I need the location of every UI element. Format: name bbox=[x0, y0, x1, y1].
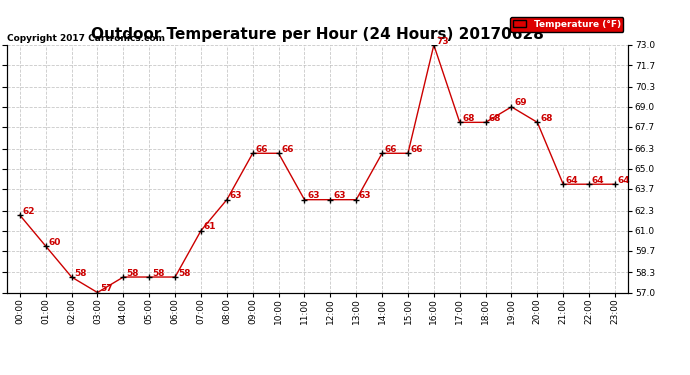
Text: 68: 68 bbox=[489, 114, 501, 123]
Text: 66: 66 bbox=[255, 145, 268, 154]
Text: 66: 66 bbox=[385, 145, 397, 154]
Text: 63: 63 bbox=[307, 191, 319, 200]
Text: 57: 57 bbox=[100, 284, 113, 293]
Text: 64: 64 bbox=[592, 176, 604, 185]
Text: 73: 73 bbox=[437, 37, 449, 46]
Text: 58: 58 bbox=[178, 268, 190, 278]
Text: 64: 64 bbox=[566, 176, 579, 185]
Text: 58: 58 bbox=[152, 268, 164, 278]
Text: 63: 63 bbox=[359, 191, 371, 200]
Text: 60: 60 bbox=[48, 238, 61, 247]
Text: 58: 58 bbox=[126, 268, 139, 278]
Text: 68: 68 bbox=[540, 114, 553, 123]
Text: 66: 66 bbox=[282, 145, 294, 154]
Text: 61: 61 bbox=[204, 222, 216, 231]
Text: 63: 63 bbox=[230, 191, 242, 200]
Text: 62: 62 bbox=[23, 207, 35, 216]
Text: 66: 66 bbox=[411, 145, 423, 154]
Legend: Temperature (°F): Temperature (°F) bbox=[510, 17, 623, 32]
Text: 63: 63 bbox=[333, 191, 346, 200]
Text: 68: 68 bbox=[462, 114, 475, 123]
Text: 69: 69 bbox=[514, 99, 527, 108]
Title: Outdoor Temperature per Hour (24 Hours) 20170628: Outdoor Temperature per Hour (24 Hours) … bbox=[91, 27, 544, 42]
Text: Copyright 2017 Cartronics.com: Copyright 2017 Cartronics.com bbox=[7, 33, 165, 42]
Text: 58: 58 bbox=[75, 268, 87, 278]
Text: 64: 64 bbox=[618, 176, 631, 185]
